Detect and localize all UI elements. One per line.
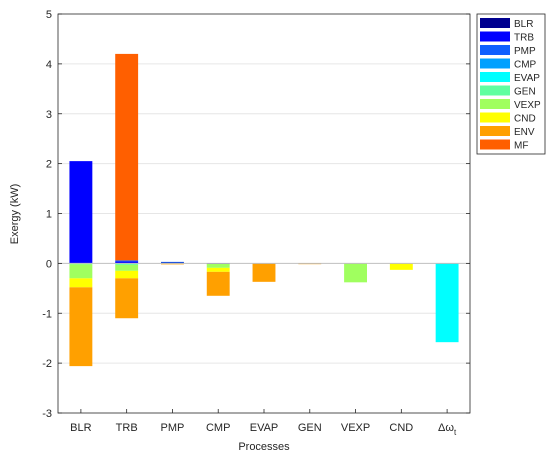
y-tick-label: 2 xyxy=(46,159,52,171)
legend-swatch-blr xyxy=(480,18,510,28)
bar-segment-cnd-3 xyxy=(206,267,230,272)
bar-segment-cnd-1 xyxy=(115,270,139,279)
y-axis-ticks: -3 -2 -1 0 1 2 3 4 5 xyxy=(42,9,470,420)
legend-swatch-gen xyxy=(480,85,510,96)
x-tick-label: CMP xyxy=(206,422,230,434)
bar-segment-pmp-1 xyxy=(115,260,139,262)
legend-label-env: ENV xyxy=(514,127,535,138)
bar-segment-env-4 xyxy=(252,263,276,282)
x-axis-label: Processes xyxy=(238,441,290,453)
y-tick-label: -3 xyxy=(42,408,52,420)
bar-segment-vexp-1 xyxy=(115,264,139,271)
legend-swatch-cmp xyxy=(480,58,510,69)
legend-label-blr: BLR xyxy=(514,19,533,30)
legend-swatch-vexp xyxy=(480,99,510,109)
legend-label-mf: MF xyxy=(514,141,528,152)
legend-label-cmp: CMP xyxy=(514,60,537,71)
legend-swatch-evap xyxy=(480,72,510,82)
legend-swatch-mf xyxy=(480,139,510,150)
y-tick-label: 4 xyxy=(46,59,52,71)
bar-segment-trb-0 xyxy=(69,161,93,264)
legend-label-vexp: VEXP xyxy=(514,100,541,111)
y-tick-label: 1 xyxy=(46,209,52,221)
bar-segment-trb-1 xyxy=(115,261,139,264)
bar-segment-vexp-6 xyxy=(344,263,367,283)
bar-segment-cnd-7 xyxy=(389,263,413,270)
bar-segment-gen-1 xyxy=(115,263,139,265)
legend-swatch-pmp xyxy=(480,45,510,55)
y-axis-label: Exergy (kW) xyxy=(9,184,21,245)
bar-segment-env-3 xyxy=(206,271,230,296)
x-tick-label: BLR xyxy=(70,422,91,434)
x-tick-label: EVAP xyxy=(250,422,279,434)
x-tick-label: Δωt xyxy=(438,422,457,437)
bar-segment-evap-8 xyxy=(435,263,459,343)
legend-label-evap: EVAP xyxy=(514,73,540,84)
x-tick-label: VEXP xyxy=(341,422,370,434)
bar-segment-pmp-2 xyxy=(161,261,184,263)
legend-swatch-trb xyxy=(480,31,510,42)
legend-label-gen: GEN xyxy=(514,87,536,98)
bar-segment-vexp-0 xyxy=(69,264,93,279)
y-tick-label: 5 xyxy=(46,9,52,21)
bar-segment-vexp-3 xyxy=(206,263,230,268)
legend: BLR TRB PMP CMP EVAP GEN VEXP CND ENV MF xyxy=(476,13,546,155)
legend-label-trb: TRB xyxy=(514,33,534,44)
legend-swatch-env xyxy=(480,126,510,136)
y-tick-label: -1 xyxy=(42,308,52,320)
y-tick-label: -2 xyxy=(42,358,52,370)
bars xyxy=(69,53,459,367)
legend-label-cnd: CND xyxy=(514,114,536,125)
legend-swatch-cnd xyxy=(480,112,510,123)
legend-label-pmp: PMP xyxy=(514,46,536,57)
x-tick-label: GEN xyxy=(298,422,322,434)
y-tick-label: 3 xyxy=(46,109,52,121)
y-tick-label: 0 xyxy=(46,258,52,270)
x-tick-label: PMP xyxy=(161,422,185,434)
x-axis-ticks: BLR TRB PMP CMP EVAP GEN VEXP CND Δωt xyxy=(70,409,457,437)
x-tick-label: CND xyxy=(389,422,413,434)
bar-segment-env-1 xyxy=(115,278,139,319)
bar-segment-env-0 xyxy=(69,287,93,367)
bar-segment-cnd-0 xyxy=(69,278,93,288)
x-tick-label: TRB xyxy=(116,422,138,434)
bar-segment-mf-1 xyxy=(115,53,139,261)
